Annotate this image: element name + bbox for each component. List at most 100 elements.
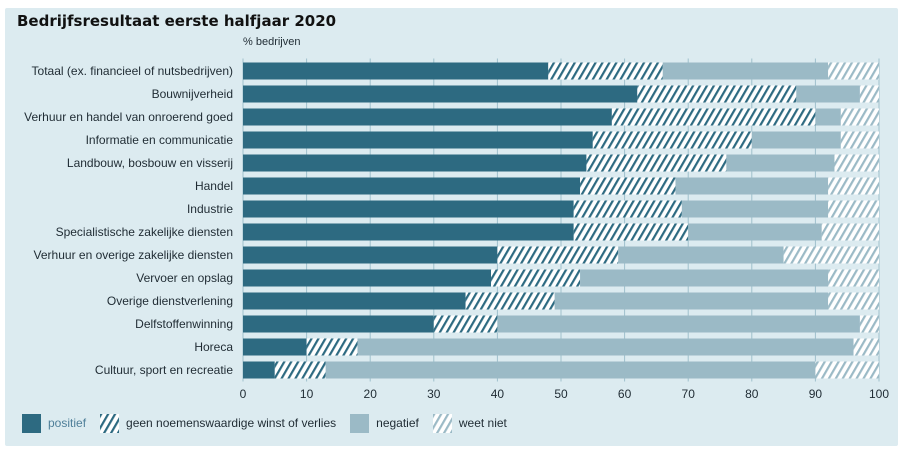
bar-segment-weet bbox=[828, 177, 879, 195]
bar-segment-positief bbox=[243, 246, 498, 264]
bar-segment-geen bbox=[611, 108, 816, 126]
x-tick-label: 50 bbox=[554, 387, 568, 401]
legend-label: positief bbox=[48, 416, 87, 430]
bar-segment-positief bbox=[243, 177, 581, 195]
legend-swatch bbox=[350, 413, 370, 433]
bar-segment-weet bbox=[840, 131, 879, 149]
bar-segment-weet bbox=[783, 246, 879, 264]
gridlines bbox=[242, 58, 880, 382]
bar-row bbox=[243, 246, 879, 264]
bar-row bbox=[243, 338, 879, 356]
bar-row bbox=[243, 200, 879, 218]
bar-segment-negatief bbox=[662, 62, 829, 80]
bar-segment-geen bbox=[637, 85, 797, 103]
bar-segment-weet bbox=[828, 200, 879, 218]
legend-item: geen noemenswaardige winst of verlies bbox=[100, 413, 336, 433]
x-tick-label: 100 bbox=[869, 387, 889, 401]
bar-segment-weet bbox=[840, 108, 879, 126]
bar-segment-positief bbox=[243, 361, 275, 379]
bar-segment-negatief bbox=[796, 85, 860, 103]
x-tick-label: 70 bbox=[682, 387, 696, 401]
bar-row bbox=[243, 154, 879, 172]
bar-segment-geen bbox=[573, 200, 682, 218]
bar-segment-positief bbox=[243, 200, 574, 218]
bar-row bbox=[243, 85, 879, 103]
bar-segment-positief bbox=[243, 131, 593, 149]
bar-segment-weet bbox=[828, 62, 879, 80]
bar-segment-geen bbox=[306, 338, 358, 356]
x-tick-label: 60 bbox=[618, 387, 632, 401]
bar-segment-geen bbox=[548, 62, 663, 80]
bar-segment-geen bbox=[433, 315, 498, 333]
bar-segment-positief bbox=[243, 269, 492, 287]
legend-label: negatief bbox=[376, 416, 419, 430]
bar-segment-positief bbox=[243, 154, 587, 172]
category-label: Cultuur, sport en recreatie bbox=[95, 363, 233, 377]
bar-segment-positief bbox=[243, 223, 574, 241]
legend-swatch bbox=[100, 413, 120, 433]
bar-segment-positief bbox=[243, 292, 466, 310]
bar-segment-negatief bbox=[751, 131, 841, 149]
bar-segment-negatief bbox=[815, 108, 841, 126]
bar-segment-geen bbox=[592, 131, 752, 149]
chart-title: Bedrijfsresultaat eerste halfjaar 2020 bbox=[17, 12, 337, 30]
bar-segment-positief bbox=[243, 62, 549, 80]
bar-segment-positief bbox=[243, 338, 307, 356]
bar-segment-negatief bbox=[580, 269, 829, 287]
category-label: Industrie bbox=[187, 202, 233, 216]
bar-segment-negatief bbox=[497, 315, 860, 333]
bar-row bbox=[243, 292, 879, 310]
bar-segment-weet bbox=[834, 154, 879, 172]
bar-segment-geen bbox=[573, 223, 689, 241]
category-label: Vervoer en opslag bbox=[136, 271, 233, 285]
x-tick-label: 10 bbox=[300, 387, 314, 401]
bar-row bbox=[243, 108, 879, 126]
x-tick-label: 40 bbox=[491, 387, 505, 401]
x-tick-label: 30 bbox=[427, 387, 441, 401]
bar-row bbox=[243, 177, 879, 195]
bar-row bbox=[243, 315, 879, 333]
bars bbox=[243, 62, 879, 379]
legend: positief geen noemenswaardige winst of ve… bbox=[22, 412, 521, 434]
category-label: Verhuur en overige zakelijke diensten bbox=[34, 248, 233, 262]
bar-segment-negatief bbox=[726, 154, 835, 172]
category-labels: Totaal (ex. financieel of nutsbedrijven)… bbox=[24, 64, 233, 377]
legend-label: weet niet bbox=[458, 416, 507, 430]
legend-swatch bbox=[22, 413, 41, 433]
x-tick-label: 80 bbox=[745, 387, 759, 401]
category-label: Delfstoffenwinning bbox=[135, 317, 233, 331]
category-label: Specialistische zakelijke diensten bbox=[56, 225, 233, 239]
bar-segment-negatief bbox=[688, 223, 822, 241]
bar-segment-negatief bbox=[357, 338, 854, 356]
bar-segment-negatief bbox=[618, 246, 784, 264]
category-label: Horeca bbox=[194, 340, 233, 354]
bar-segment-geen bbox=[497, 246, 619, 264]
x-tick-label: 0 bbox=[240, 387, 247, 401]
bar-segment-weet bbox=[859, 315, 879, 333]
bar-segment-weet bbox=[815, 361, 879, 379]
category-label: Totaal (ex. financieel of nutsbedrijven) bbox=[32, 64, 233, 78]
bar-segment-weet bbox=[828, 292, 879, 310]
bar-segment-geen bbox=[274, 361, 326, 379]
legend-item: negatief bbox=[350, 413, 419, 433]
category-label: Bouwnijverheid bbox=[152, 87, 233, 101]
bar-segment-weet bbox=[853, 338, 879, 356]
category-label: Informatie en communicatie bbox=[86, 133, 234, 147]
y-axis-unit-label: % bedrijven bbox=[243, 36, 301, 48]
bar-row bbox=[243, 361, 879, 379]
bar-row bbox=[243, 269, 879, 287]
bar-segment-weet bbox=[859, 85, 879, 103]
bar-segment-negatief bbox=[325, 361, 816, 379]
bar-segment-geen bbox=[580, 177, 676, 195]
category-label: Verhuur en handel van onroerend goed bbox=[24, 110, 233, 124]
bar-segment-positief bbox=[243, 85, 638, 103]
bar-segment-weet bbox=[821, 223, 879, 241]
bar-row bbox=[243, 223, 879, 241]
bar-segment-negatief bbox=[554, 292, 829, 310]
bar-segment-negatief bbox=[675, 177, 829, 195]
bar-segment-geen bbox=[491, 269, 581, 287]
legend-item: weet niet bbox=[432, 413, 507, 433]
x-tick-label: 90 bbox=[809, 387, 823, 401]
bar-segment-positief bbox=[243, 108, 612, 126]
